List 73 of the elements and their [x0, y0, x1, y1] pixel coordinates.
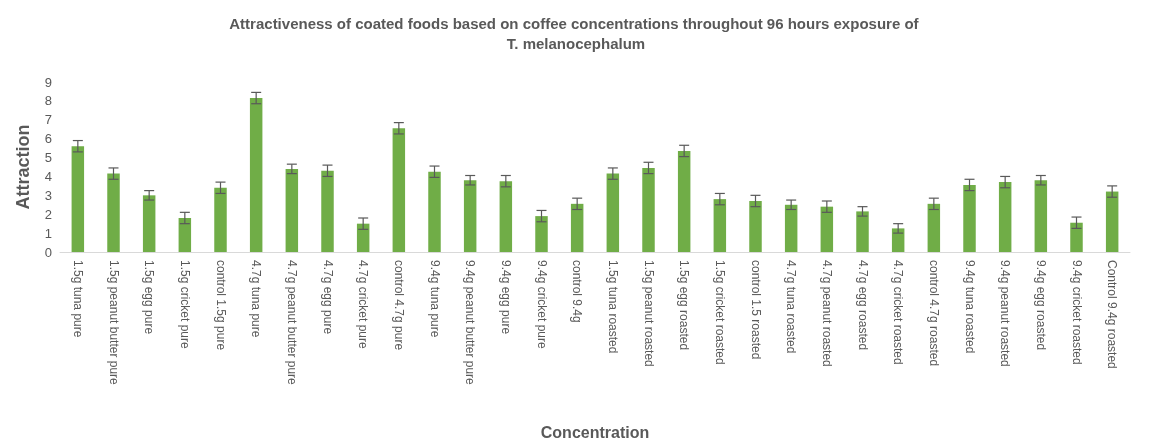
- bar: [606, 173, 620, 252]
- bar: [1070, 222, 1083, 252]
- x-tick-label: control 9.4g: [570, 260, 585, 323]
- x-tick-label: 4.7g tuna pure: [249, 260, 264, 338]
- x-tick-label: 1.5g cricket roasted: [712, 260, 727, 365]
- x-tick-label: 9.4g peanut roasted: [998, 260, 1013, 367]
- bar: [784, 204, 798, 252]
- x-tick-label: 9.4g peanut butter pure: [463, 260, 478, 386]
- x-tick-label: control 4.7g roasted: [926, 260, 941, 367]
- x-tick-label: control 1.5g pure: [213, 260, 228, 351]
- y-tick-label: 4: [44, 168, 52, 184]
- bar: [214, 187, 227, 252]
- x-tick-label: 9.4g cricket roasted: [1069, 260, 1084, 365]
- bar: [677, 150, 691, 252]
- bar: [428, 171, 441, 252]
- bar: [321, 170, 334, 252]
- y-tick-label: 0: [44, 244, 52, 260]
- y-tick-label: 6: [44, 131, 52, 147]
- x-tick-label: 4.7g cricket pure: [356, 260, 371, 350]
- bar: [856, 211, 869, 252]
- x-tick-label: 9.4g cricket pure: [534, 260, 549, 350]
- bar: [1034, 180, 1048, 252]
- bar: [570, 203, 584, 252]
- bar: [178, 218, 192, 252]
- x-tick-label: Control 9.4g roasted: [1105, 260, 1120, 369]
- bar: [285, 168, 299, 252]
- bar: [499, 181, 513, 252]
- x-tick-label: 1.5g tuna pure: [70, 260, 85, 338]
- x-tick-label: 4.7g peanut butter pure: [284, 260, 299, 386]
- bar: [963, 184, 976, 252]
- y-tick-label: 9: [44, 74, 52, 90]
- bar: [535, 216, 548, 252]
- x-tick-label: 1.5g peanut butter pure: [106, 260, 121, 386]
- bar: [463, 180, 477, 252]
- y-tick-label: 3: [44, 187, 52, 203]
- y-tick-label: 7: [44, 112, 52, 128]
- y-tick-label: 2: [44, 206, 52, 222]
- x-tick-label: control 1.5 roasted: [748, 260, 763, 360]
- x-tick-label: control 4.7g pure: [391, 260, 406, 351]
- bar: [891, 228, 905, 252]
- bar: [713, 199, 727, 252]
- y-tick-label: 5: [44, 150, 52, 166]
- x-tick-label: 4.7g cricket roasted: [891, 260, 906, 365]
- bar: [356, 223, 370, 252]
- x-tick-label: 1.5g egg roasted: [677, 260, 692, 351]
- bar: [107, 173, 120, 252]
- x-tick-label: 1.5g tuna roasted: [605, 260, 620, 354]
- x-tick-label: 4.7g egg roasted: [855, 260, 870, 351]
- y-tick-label: 1: [44, 225, 52, 241]
- bar: [820, 206, 834, 252]
- y-axis-title: Attraction: [13, 124, 33, 210]
- x-tick-label: 1.5g egg pure: [142, 260, 157, 335]
- x-axis-title: Concentration: [540, 423, 650, 441]
- chart-title: Attractiveness of coated foods based on coffee concentrations throughout 96 hours exposure of T. melanocephalum: [229, 14, 923, 52]
- x-tick-label: 4.7g peanut roasted: [819, 260, 834, 367]
- bar: [249, 98, 263, 252]
- x-tick-label: 9.4g egg pure: [498, 260, 513, 335]
- x-tick-label: 4.7g egg pure: [320, 260, 335, 335]
- bar: [642, 167, 655, 252]
- y-tick-label: 8: [44, 93, 52, 109]
- bar: [749, 201, 762, 252]
- bar: [1105, 191, 1119, 252]
- bar: [71, 146, 85, 252]
- bar: [998, 182, 1012, 252]
- x-tick-label: 9.4g tuna roasted: [962, 260, 977, 354]
- x-tick-label: 9.4g egg roasted: [1033, 260, 1048, 351]
- x-tick-label: 4.7g tuna roasted: [784, 260, 799, 354]
- x-tick-label: 9.4g tuna pure: [427, 260, 442, 338]
- bar: [927, 203, 941, 252]
- bar: [392, 128, 406, 252]
- bar: [142, 195, 156, 252]
- x-tick-label: 1.5g cricket pure: [177, 260, 192, 350]
- x-tick-label: 1.5g peanut roasted: [641, 260, 656, 367]
